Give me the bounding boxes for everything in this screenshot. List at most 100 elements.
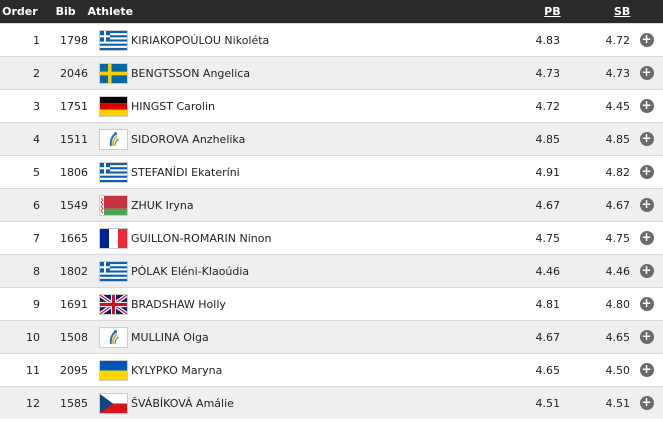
- row-expand-cell: +: [630, 198, 663, 212]
- row-sb: 4.85: [605, 132, 631, 146]
- athlete-name-link[interactable]: ŠVÁBÍKOVÁ Amálie: [131, 396, 234, 410]
- row-pb: 4.73: [535, 66, 561, 80]
- table-row: 7 1665 GUILLON-ROMARIN Ninon 4.75 4.75 +: [0, 221, 663, 254]
- expand-plus-icon[interactable]: +: [639, 230, 654, 245]
- row-pb: 4.75: [535, 231, 561, 245]
- row-athlete: MULLINA Olga: [88, 327, 504, 347]
- athlete-name-link[interactable]: SIDOROVA Anzhelika: [131, 132, 246, 146]
- row-pb: 4.85: [535, 132, 561, 146]
- athlete-name-link[interactable]: KYLYPKO Maryna: [131, 363, 223, 377]
- table-body: 1 1798 KIRIAKOPOÚLOU Nikoléta 4.83 4.72 …: [0, 23, 663, 419]
- czech-republic-flag-icon: [100, 393, 127, 413]
- athlete-name-link[interactable]: KIRIAKOPOÚLOU Nikoléta: [131, 33, 270, 47]
- table-row: 3 1751 HINGST Carolin 4.72 4.45 +: [0, 89, 663, 122]
- row-sb: 4.51: [605, 396, 631, 410]
- row-bib: 1549: [60, 198, 88, 212]
- row-order: 8: [33, 264, 40, 278]
- row-bib: 1508: [60, 330, 88, 344]
- row-order: 10: [26, 330, 40, 344]
- row-order: 1: [33, 33, 40, 47]
- great-britain-flag-icon: [100, 294, 127, 314]
- row-bib: 1585: [60, 396, 88, 410]
- row-pb: 4.72: [535, 99, 561, 113]
- row-bib: 1665: [60, 231, 88, 245]
- greece-flag-icon: [100, 162, 127, 182]
- expand-plus-icon[interactable]: +: [639, 362, 654, 377]
- row-expand-cell: +: [630, 99, 663, 113]
- row-order: 5: [33, 165, 40, 179]
- row-expand-cell: +: [630, 330, 663, 344]
- row-order: 9: [33, 297, 40, 311]
- row-expand-cell: +: [630, 33, 663, 47]
- row-order: 11: [26, 363, 40, 377]
- athlete-name-link[interactable]: PÓLAK Eléni-Klaoúdia: [131, 264, 250, 278]
- table-row: 9 1691 BRADSHAW Holly 4.81 4.80 +: [0, 287, 663, 320]
- row-order: 12: [26, 396, 40, 410]
- row-expand-cell: +: [630, 396, 663, 410]
- row-order: 2: [33, 66, 40, 80]
- header-pb-sort-link[interactable]: PB: [544, 5, 561, 18]
- expand-plus-icon[interactable]: +: [639, 131, 654, 146]
- belarus-flag-icon: [100, 195, 127, 215]
- row-order: 4: [33, 132, 40, 146]
- row-order: 6: [33, 198, 40, 212]
- row-athlete: SIDOROVA Anzhelika: [88, 129, 504, 149]
- row-bib: 1751: [60, 99, 88, 113]
- row-athlete: KIRIAKOPOÚLOU Nikoléta: [88, 30, 504, 50]
- header-order: Order: [2, 5, 38, 18]
- expand-plus-icon[interactable]: +: [639, 164, 654, 179]
- athlete-name-link[interactable]: BRADSHAW Holly: [131, 297, 226, 311]
- row-bib: 1806: [60, 165, 88, 179]
- row-expand-cell: +: [630, 165, 663, 179]
- expand-plus-icon[interactable]: +: [639, 98, 654, 113]
- row-sb: 4.75: [605, 231, 631, 245]
- row-athlete: PÓLAK Eléni-Klaoúdia: [88, 261, 504, 281]
- athlete-name-link[interactable]: GUILLON-ROMARIN Ninon: [131, 231, 272, 245]
- row-bib: 2046: [60, 66, 88, 80]
- sweden-flag-icon: [100, 63, 127, 83]
- authorised-neutral-athlete-icon: [100, 327, 127, 347]
- row-expand-cell: +: [630, 66, 663, 80]
- expand-plus-icon[interactable]: +: [639, 329, 654, 344]
- row-expand-cell: +: [630, 231, 663, 245]
- table-header: Order Bib Athlete PB SB: [0, 0, 663, 23]
- header-sb-sort-link[interactable]: SB: [613, 5, 631, 18]
- row-sb: 4.50: [605, 363, 631, 377]
- row-athlete: BENGTSSON Angelica: [88, 63, 504, 83]
- athlete-name-link[interactable]: BENGTSSON Angelica: [131, 66, 251, 80]
- row-pb: 4.83: [535, 33, 561, 47]
- row-pb: 4.51: [535, 396, 561, 410]
- row-bib: 1802: [60, 264, 88, 278]
- table-row: 12 1585 ŠVÁBÍKOVÁ Amálie 4.51 4.51 +: [0, 386, 663, 419]
- row-order: 3: [33, 99, 40, 113]
- table-row: 10 1508 MULLINA Olga 4.67 4.65 +: [0, 320, 663, 353]
- athlete-name-link[interactable]: STEFANÍDI Ekateríni: [131, 165, 240, 179]
- expand-plus-icon[interactable]: +: [639, 395, 654, 410]
- row-sb: 4.82: [605, 165, 631, 179]
- authorised-neutral-athlete-icon: [100, 129, 127, 149]
- table-row: 11 2095 KYLYPKO Maryna 4.65 4.50 +: [0, 353, 663, 386]
- expand-plus-icon[interactable]: +: [639, 65, 654, 80]
- row-order: 7: [33, 231, 40, 245]
- row-sb: 4.72: [605, 33, 631, 47]
- row-bib: 1511: [60, 132, 88, 146]
- expand-plus-icon[interactable]: +: [639, 197, 654, 212]
- row-sb: 4.46: [605, 264, 631, 278]
- table-row: 2 2046 BENGTSSON Angelica 4.73 4.73 +: [0, 56, 663, 89]
- athlete-name-link[interactable]: MULLINA Olga: [131, 330, 209, 344]
- expand-plus-icon[interactable]: +: [639, 296, 654, 311]
- row-expand-cell: +: [630, 132, 663, 146]
- athlete-name-link[interactable]: HINGST Carolin: [131, 99, 215, 113]
- france-flag-icon: [100, 228, 127, 248]
- row-athlete: ŠVÁBÍKOVÁ Amálie: [88, 393, 504, 413]
- expand-plus-icon[interactable]: +: [639, 32, 654, 47]
- row-sb: 4.67: [605, 198, 631, 212]
- athlete-name-link[interactable]: ZHUK Iryna: [131, 198, 194, 212]
- expand-plus-icon[interactable]: +: [639, 263, 654, 278]
- row-athlete: KYLYPKO Maryna: [88, 360, 504, 380]
- table-row: 1 1798 KIRIAKOPOÚLOU Nikoléta 4.83 4.72 …: [0, 23, 663, 56]
- row-athlete: BRADSHAW Holly: [88, 294, 504, 314]
- row-pb: 4.67: [535, 198, 561, 212]
- row-athlete: HINGST Carolin: [88, 96, 504, 116]
